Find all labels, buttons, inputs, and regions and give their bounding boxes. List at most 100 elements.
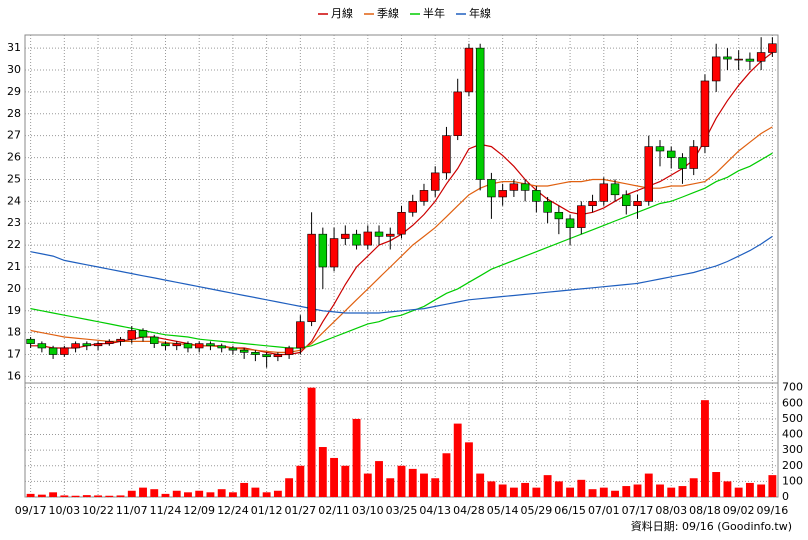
volume-bar	[723, 481, 732, 497]
candle-body	[341, 233, 350, 239]
candle-body	[48, 347, 58, 355]
y-tick-label: 21	[7, 260, 21, 273]
candle-body	[723, 56, 732, 60]
volume-bar	[94, 495, 102, 497]
volume-tick-label: 700	[782, 381, 803, 394]
y-tick-label: 24	[7, 194, 21, 207]
candle-body	[543, 201, 552, 213]
ma-line	[30, 235, 773, 314]
volume-bar	[318, 447, 327, 497]
volume-bar	[734, 487, 743, 497]
volume-bar	[228, 492, 237, 497]
candle-body	[532, 190, 541, 202]
candle-body	[284, 347, 294, 355]
volume-bar	[172, 490, 181, 497]
candle-body	[273, 354, 283, 358]
candle-body	[138, 330, 148, 338]
volume-bar	[26, 493, 35, 497]
volume-bar	[273, 490, 282, 497]
volume-bar	[487, 481, 496, 497]
x-tick-label: 12/09	[183, 504, 215, 517]
candle-body	[105, 341, 114, 344]
volume-bar	[644, 473, 653, 497]
volume-bar	[37, 494, 46, 497]
legend-label: 年線	[469, 6, 491, 20]
volume-bar	[105, 495, 114, 497]
y-tick-label: 30	[7, 63, 21, 76]
candle-body	[296, 321, 305, 349]
candle-body	[251, 352, 260, 355]
volume-bar	[330, 457, 339, 497]
x-tick-label: 05/29	[521, 504, 553, 517]
volume-bar	[689, 478, 698, 497]
volume-bar	[554, 481, 563, 497]
x-tick-label: 04/13	[419, 504, 451, 517]
volume-bar	[420, 473, 428, 497]
volume-bar	[667, 487, 676, 497]
candle-body	[442, 135, 451, 174]
volume-bar	[453, 423, 462, 497]
candle-body	[318, 233, 328, 268]
candle-body	[37, 343, 47, 349]
x-tick-label: 03/25	[386, 504, 418, 517]
x-tick-label: 09/02	[723, 504, 755, 517]
volume-tick-label: 200	[782, 459, 803, 472]
volume-bar	[431, 478, 440, 497]
candle-body	[419, 190, 429, 202]
volume-tick-label: 400	[782, 428, 803, 441]
volume-bar	[408, 468, 417, 497]
y-tick-label: 27	[7, 129, 21, 142]
x-tick-label: 06/15	[554, 504, 586, 517]
x-tick-label: 04/28	[453, 504, 485, 517]
volume-bar	[49, 492, 58, 497]
footnote: 資料日期: 09/16 (Goodinfo.tw)	[631, 519, 792, 533]
candle-body	[71, 343, 80, 349]
volume-bar	[442, 453, 451, 497]
x-tick-label: 10/22	[82, 504, 114, 517]
volume-bar	[285, 478, 294, 497]
volume-bar	[768, 475, 777, 497]
candle-body	[745, 58, 755, 62]
volume-bar	[240, 482, 249, 497]
y-tick-label: 20	[7, 282, 21, 295]
candle-body	[655, 146, 665, 152]
candle-body	[622, 194, 631, 207]
volume-bar	[745, 482, 754, 497]
x-tick-label: 09/17	[15, 504, 47, 517]
candle-body	[262, 354, 271, 358]
volume-bar	[262, 492, 271, 497]
x-tick-label: 10/03	[48, 504, 80, 517]
volume-bar	[251, 487, 260, 497]
candle-body	[206, 343, 215, 347]
candle-body	[633, 201, 642, 207]
candle-body	[588, 201, 597, 207]
volume-bar	[498, 484, 507, 497]
legend-label: 半年	[423, 6, 445, 20]
volume-bar	[521, 482, 530, 497]
volume-bar	[161, 493, 170, 497]
x-tick-label: 07/17	[622, 504, 654, 517]
candle-body	[329, 238, 339, 268]
candle-body	[183, 343, 193, 349]
volume-bar	[71, 495, 80, 497]
candle-body	[363, 231, 373, 246]
volume-tick-label: 300	[782, 443, 803, 456]
candle-body	[60, 347, 69, 355]
y-tick-label: 28	[7, 107, 21, 120]
candle-body	[554, 211, 564, 220]
volume-bar	[184, 492, 192, 497]
candle-body	[700, 80, 710, 147]
volume-bar	[577, 479, 586, 497]
volume-bar	[386, 478, 395, 497]
volume-bar	[127, 490, 136, 497]
x-tick-label: 03/10	[352, 504, 384, 517]
x-tick-label: 12/24	[217, 504, 249, 517]
y-tick-label: 23	[7, 216, 21, 229]
volume-tick-label: 500	[782, 412, 803, 425]
candle-body	[374, 231, 384, 237]
candle-body	[487, 179, 496, 198]
y-tick-label: 31	[7, 41, 21, 54]
candle-body	[26, 338, 35, 344]
volume-bar	[375, 461, 383, 497]
candle-body	[397, 211, 406, 235]
